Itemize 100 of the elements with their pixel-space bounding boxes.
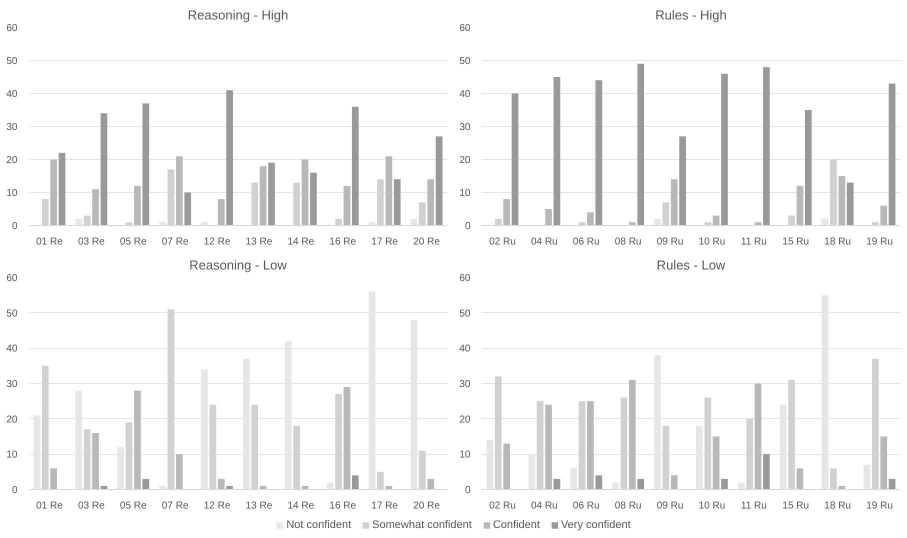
x-tick-label: 09 Ru [656,500,684,512]
bar [385,156,392,226]
x-tick-label: 01 Re [36,500,64,512]
chart-title: Reasoning - Low [189,258,288,272]
x-tick-label: 03 Re [78,500,106,512]
bar [838,176,846,226]
bar [503,444,510,490]
x-tick-label: 08 Ru [614,500,642,512]
y-tick-label: 60 [6,23,18,34]
x-tick-label: 12 Re [204,236,231,248]
y-tick-label: 10 [459,188,471,199]
y-tick-label: 40 [459,89,471,100]
bar [218,199,225,226]
bar [142,103,150,226]
y-tick-label: 20 [6,155,18,166]
bar [637,478,644,490]
y-tick-label: 20 [459,155,471,166]
bar [721,478,728,490]
x-tick-label: 04 Ru [531,500,558,512]
bar [92,432,99,490]
x-tick-label: 08 Ru [614,236,642,248]
bar [394,179,401,226]
chart-title: Rules - High [655,8,727,22]
x-tick-label: 18 Ru [824,236,851,248]
y-tick-label: 60 [459,23,471,34]
x-tick-label: 19 Ru [866,236,893,248]
x-tick-label: 13 Re [246,236,273,248]
bar [595,475,602,490]
bar [670,179,678,226]
bar [888,478,896,490]
bar [58,152,66,226]
y-tick-label: 30 [6,122,18,133]
bar [796,468,804,490]
bar [888,84,896,226]
bar [201,222,208,226]
bar [545,404,552,490]
y-tick-label: 50 [459,308,471,320]
bar [587,212,594,226]
bar [436,136,442,226]
y-tick-label: 30 [6,379,18,390]
bar [302,160,308,226]
bar [628,380,636,490]
bar [310,172,317,226]
y-tick-label: 40 [6,344,18,355]
y-tick-label: 30 [459,379,471,390]
bar [587,401,594,490]
x-tick-label: 07 Re [162,236,189,248]
bar [410,218,418,226]
bar [100,113,108,226]
bar [427,478,434,490]
x-tick-label: 02 Ru [489,236,516,248]
x-tick-label: 15 Ru [782,500,810,512]
x-tick-label: 03 Re [78,236,106,248]
legend-label: Confident [492,519,540,531]
bar [763,454,770,490]
bar [822,218,828,226]
chart-title: Reasoning - High [188,8,288,22]
bar [218,478,225,490]
bar [176,156,183,226]
bar [864,464,870,490]
x-tick-label: 10 Ru [698,236,726,248]
y-tick-label: 30 [459,122,471,133]
bar [763,67,770,226]
y-tick-label: 10 [459,450,471,461]
x-tick-label: 01 Re [36,236,64,248]
y-tick-label: 40 [6,89,18,100]
bar [796,186,804,226]
bar [50,468,57,490]
bar [554,478,560,490]
bar [612,482,619,490]
bar [344,186,350,226]
x-tick-label: 12 Re [204,500,231,512]
x-tick-label: 06 Ru [572,500,600,512]
bar [159,222,166,226]
bar [368,222,376,226]
bar [712,216,720,226]
bar [427,179,434,226]
y-tick-label: 20 [459,414,471,426]
bar [595,80,602,226]
bar [670,475,678,490]
x-tick-label: 18 Ru [824,500,851,512]
bar [503,199,510,226]
x-tick-label: 06 Ru [572,236,600,248]
y-tick-label: 20 [6,414,18,426]
bar [545,209,552,226]
bar [512,94,518,226]
x-tick-label: 11 Ru [740,500,767,512]
bar [846,182,854,226]
bar [184,192,192,226]
y-tick-label: 60 [6,273,18,284]
bar [50,160,57,226]
bar [712,436,720,490]
bar [352,475,359,490]
y-tick-label: 10 [6,450,18,461]
legend-label: Not confident [286,519,352,531]
y-tick-label: 60 [459,273,471,284]
bar [176,454,183,490]
x-tick-label: 20 Re [413,236,440,248]
y-tick-label: 0 [464,485,471,496]
x-tick-label: 05 Re [120,500,148,512]
